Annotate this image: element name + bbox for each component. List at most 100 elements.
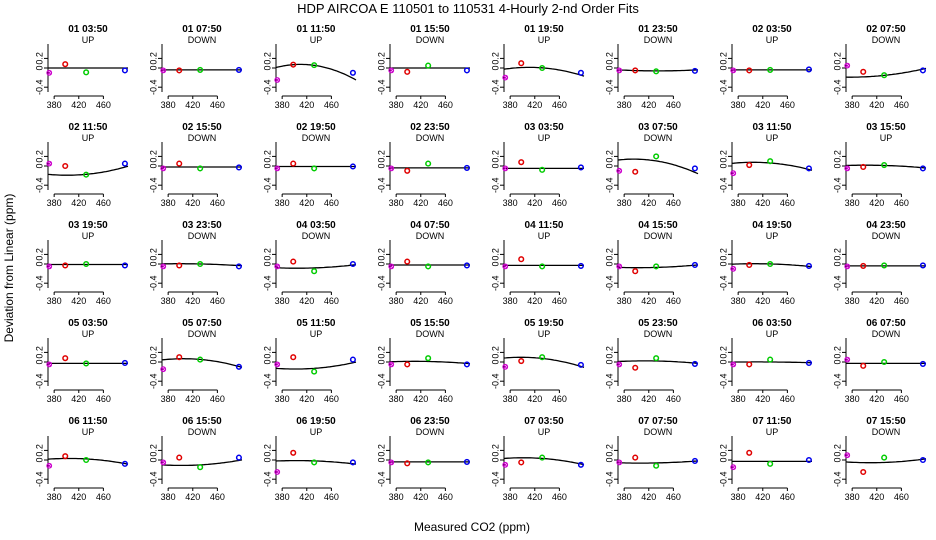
panel-direction-label: DOWN (416, 427, 445, 437)
panel-direction-label: DOWN (644, 231, 673, 241)
x-tick-label: 420 (299, 296, 314, 306)
data-point (160, 459, 167, 466)
x-tick-label: 460 (210, 492, 225, 502)
x-tick-label: 380 (617, 492, 632, 502)
data-point (860, 362, 867, 369)
data-point (463, 67, 470, 74)
data-point (539, 64, 546, 72)
x-tick-label: 420 (869, 100, 884, 110)
x-tick-label: 380 (161, 492, 176, 502)
panel-direction-label: DOWN (188, 329, 217, 339)
y-tick-label: -0.4 (490, 79, 500, 95)
data-point (290, 354, 297, 361)
y-tick-label: -0.4 (604, 177, 614, 193)
y-tick-label: 0 (718, 359, 728, 364)
x-tick-label: 380 (617, 394, 632, 404)
panel-title: 04 03:50 (296, 220, 336, 231)
y-tick-label: -0.4 (832, 177, 842, 193)
x-tick-label: 460 (894, 296, 909, 306)
y-tick-label: 0.2 (604, 346, 614, 359)
x-tick-label: 420 (755, 394, 770, 404)
data-point (539, 166, 546, 173)
x-tick-label: 380 (161, 394, 176, 404)
data-point-cross (274, 77, 280, 83)
data-point (311, 268, 318, 275)
x-tick-label: 460 (780, 394, 795, 404)
data-point (746, 261, 753, 269)
x-tick-label: 380 (845, 100, 860, 110)
x-tick-label: 380 (389, 100, 404, 110)
data-point (46, 263, 53, 270)
data-point-cross (274, 264, 280, 269)
x-tick-label: 460 (894, 394, 909, 404)
data-point (176, 354, 183, 361)
x-tick-label: 380 (389, 198, 404, 208)
data-point (805, 262, 812, 269)
x-tick-label: 380 (731, 296, 746, 306)
data-point (274, 165, 281, 172)
data-point (425, 160, 432, 167)
data-point (83, 260, 90, 268)
y-tick-label: 0.2 (604, 150, 614, 163)
x-tick-label: 420 (413, 492, 428, 502)
x-tick-label: 380 (845, 394, 860, 404)
y-tick-label: -0.4 (376, 275, 386, 291)
x-tick-label: 380 (845, 492, 860, 502)
panel-direction-label: UP (82, 35, 95, 45)
fit-curve (617, 360, 699, 365)
x-tick-label: 460 (96, 394, 111, 404)
data-point (691, 165, 698, 172)
y-tick-label: -0.4 (376, 79, 386, 95)
x-tick-label: 420 (755, 100, 770, 110)
y-tick-label: 0 (376, 359, 386, 364)
x-tick-label: 420 (527, 100, 542, 110)
data-point-cross (160, 166, 166, 171)
data-point-cross (46, 264, 52, 269)
x-tick-label: 420 (641, 100, 656, 110)
x-tick-label: 420 (71, 296, 86, 306)
x-tick-label: 460 (210, 394, 225, 404)
y-tick-label: 0 (832, 261, 842, 266)
panel-direction-label: DOWN (872, 35, 901, 45)
data-point (577, 69, 584, 76)
panel-title: 05 15:50 (410, 318, 450, 329)
data-point (349, 163, 356, 170)
y-tick-label: 0.2 (718, 346, 728, 359)
data-point (653, 68, 660, 75)
data-point (121, 359, 128, 367)
y-tick-label: -0.4 (832, 275, 842, 291)
y-tick-label: -0.4 (262, 275, 272, 291)
y-tick-label: 0.2 (718, 52, 728, 65)
y-tick-label: 0 (832, 359, 842, 364)
x-tick-label: 380 (845, 198, 860, 208)
data-point (844, 452, 851, 459)
y-tick-label: -0.4 (832, 79, 842, 95)
x-tick-label: 420 (71, 100, 86, 110)
data-point (502, 165, 509, 172)
panel-title: 01 07:50 (182, 24, 222, 35)
panel-title: 04 19:50 (752, 220, 792, 231)
data-point (176, 262, 183, 269)
x-tick-label: 460 (96, 100, 111, 110)
data-point (730, 170, 737, 177)
data-point (176, 67, 183, 74)
y-tick-label: 0 (604, 457, 614, 462)
x-tick-label: 420 (641, 492, 656, 502)
x-tick-label: 460 (324, 100, 339, 110)
x-tick-label: 420 (527, 296, 542, 306)
x-tick-label: 420 (299, 198, 314, 208)
data-point (235, 454, 242, 461)
x-tick-label: 460 (324, 492, 339, 502)
y-tick-label: -0.4 (604, 471, 614, 487)
x-tick-label: 380 (47, 394, 62, 404)
data-point (518, 60, 525, 67)
